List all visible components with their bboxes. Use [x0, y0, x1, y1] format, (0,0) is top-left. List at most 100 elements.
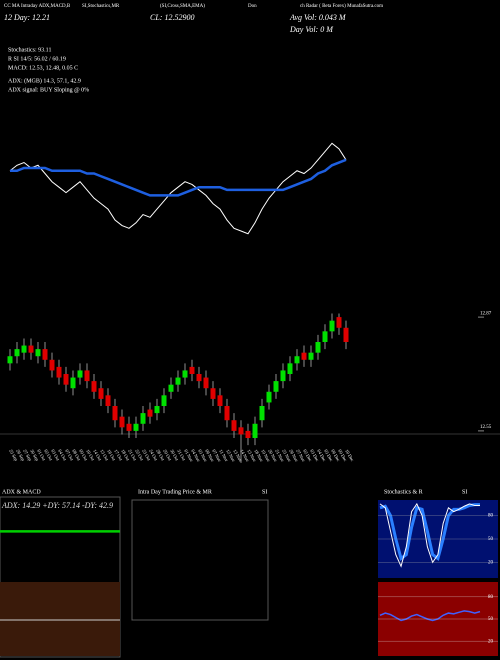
- x-tick-label: 01 Nov: [183, 449, 194, 464]
- x-tick-label: 01 Oct: [36, 449, 47, 463]
- x-tick-label: 19 Nov: [260, 449, 271, 464]
- x-tick-label: 26 Sep: [15, 449, 26, 463]
- candle-body: [98, 388, 104, 399]
- x-tick-label: 07 Nov: [211, 449, 222, 464]
- candle-body: [287, 363, 293, 374]
- candle-body: [343, 327, 349, 342]
- candle-body: [245, 430, 251, 438]
- candle-body: [238, 427, 244, 435]
- x-tick-label: 06 Nov: [204, 449, 215, 464]
- x-tick-label: 13 Nov: [232, 449, 243, 464]
- ma-line: [10, 158, 347, 197]
- x-tick-label: 04 Oct: [57, 449, 68, 463]
- close: CL: 12.52900: [150, 13, 194, 22]
- x-tick-label: 24 Oct: [148, 449, 159, 463]
- candle-body: [105, 395, 111, 406]
- candle-body: [224, 406, 230, 421]
- candle-body: [49, 359, 55, 371]
- candle-body: [301, 352, 307, 360]
- candle-body: [196, 374, 202, 382]
- x-tick-label: 02 Dec: [302, 449, 313, 463]
- intraday-panel: [131, 499, 269, 621]
- x-tick-label: 27 Sep: [22, 449, 33, 463]
- x-tick-label: 25 Nov: [281, 449, 292, 464]
- stoch-tick-label: 50: [488, 537, 494, 542]
- header: SI,Stochastics,MR: [82, 4, 120, 9]
- intraday-title: Intra Day Trading Price & MR: [138, 489, 212, 495]
- candle-body: [35, 349, 41, 357]
- stoch-si: SI: [462, 489, 467, 495]
- stoch: Stochastics: 93.11: [8, 47, 51, 53]
- x-tick-label: 05 Nov: [197, 449, 208, 464]
- x-tick-label: 14 Oct: [92, 449, 103, 463]
- x-tick-label: 29 Oct: [162, 449, 173, 463]
- candle-body: [56, 366, 62, 378]
- y-tick-label: 12.55: [480, 425, 492, 430]
- candle-body: [231, 420, 237, 431]
- candle-body: [315, 342, 321, 353]
- candle-body: [273, 381, 279, 392]
- candle-body: [63, 374, 69, 385]
- x-tick-label: 05 Dec: [323, 449, 334, 463]
- candle-body: [259, 406, 265, 421]
- candle-body: [210, 388, 216, 399]
- x-tick-label: 10 Dec: [344, 449, 355, 463]
- x-tick-label: 02 Oct: [43, 449, 54, 463]
- candle-body: [21, 345, 27, 353]
- candle-body: [189, 366, 195, 374]
- adx-title: ADX & MACD: [2, 489, 41, 495]
- candle-body: [119, 416, 125, 428]
- candle-body: [91, 381, 97, 392]
- x-tick-label: 30 Sep: [29, 449, 40, 463]
- candle-body: [28, 345, 34, 353]
- x-tick-label: 21 Nov: [274, 449, 285, 464]
- candle-body: [322, 331, 328, 342]
- x-tick-label: 31 Oct: [176, 449, 187, 463]
- candle-body: [84, 370, 90, 382]
- x-tick-label: 26 Nov: [288, 449, 299, 464]
- rsi-line: [379, 610, 481, 622]
- x-tick-label: 15 Nov: [246, 449, 257, 464]
- stoch-d-line: [379, 503, 480, 562]
- x-tick-label: 03 Oct: [50, 449, 61, 463]
- stoch-title: Stochastics & R: [384, 489, 423, 495]
- x-tick-label: 16 Oct: [106, 449, 117, 463]
- candle-body: [70, 377, 76, 389]
- x-tick-label: 08 Oct: [71, 449, 82, 463]
- candle-body: [280, 370, 286, 382]
- x-tick-label: 03 Dec: [309, 449, 320, 463]
- x-tick-label: 17 Oct: [113, 449, 124, 463]
- adx: ADX: (MGB) 14.3, 57.1, 42.9: [8, 77, 81, 84]
- x-tick-label: 18 Oct: [120, 449, 131, 463]
- x-tick-label: 09 Oct: [78, 449, 89, 463]
- adx-signal: ADX signal: BUY Sloping @ 0%: [8, 87, 89, 93]
- candle-body: [329, 320, 335, 332]
- candle-body: [133, 423, 139, 431]
- avg-vol: Avg Vol: 0.043 M: [289, 13, 347, 22]
- candle-body: [77, 370, 83, 378]
- candle-body: [294, 356, 300, 364]
- price-line: [9, 142, 347, 235]
- x-tick-label: 28 Oct: [155, 449, 166, 463]
- candle-body: [182, 370, 188, 378]
- rsi-tick-label: 80: [488, 595, 494, 600]
- header: CC MA Intraday ADX,MACD,B: [4, 4, 71, 9]
- x-tick-label: 09 Dec: [337, 449, 348, 463]
- candle-body: [252, 423, 258, 438]
- candle-body: [112, 406, 118, 421]
- candle-body: [126, 423, 132, 431]
- rsi-tick-label: 20: [488, 639, 494, 644]
- x-tick-label: 20 Nov: [267, 449, 278, 464]
- header: ch Radar ( Beta Forex) MunafaSutra.com: [300, 4, 383, 9]
- day-vol: Day Vol: 0 M: [289, 25, 334, 34]
- x-tick-label: 04 Nov: [190, 449, 201, 464]
- candle-body: [336, 317, 342, 328]
- day: 12 Day: 12.21: [4, 13, 50, 22]
- candle-body: [42, 349, 48, 360]
- x-tick-label: 06 Dec: [330, 449, 341, 463]
- stoch-k-line: [379, 502, 480, 568]
- header: (SI,Cross,SMA,EMA): [160, 4, 205, 9]
- x-tick-label: 23 Oct: [141, 449, 152, 463]
- candle-body: [308, 352, 314, 360]
